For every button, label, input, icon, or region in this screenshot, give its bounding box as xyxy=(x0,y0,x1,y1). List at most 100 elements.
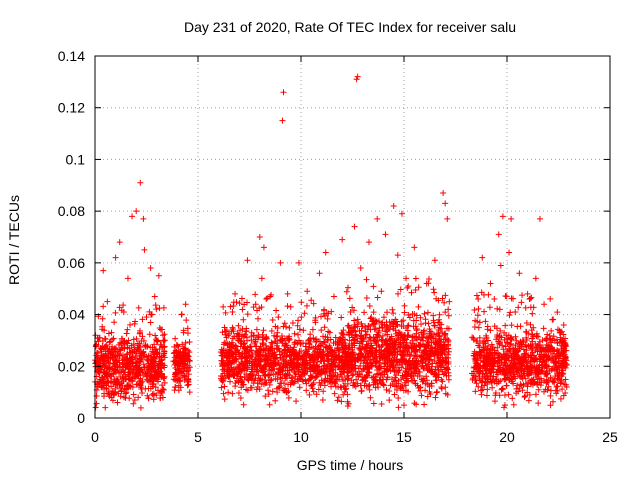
data-point xyxy=(287,352,294,359)
data-point xyxy=(140,337,147,344)
data-point xyxy=(149,344,156,351)
data-point xyxy=(506,312,513,319)
data-point xyxy=(239,381,246,388)
data-point xyxy=(446,298,453,305)
data-point xyxy=(268,339,275,346)
data-point xyxy=(257,367,264,374)
data-point xyxy=(273,307,280,314)
data-point xyxy=(320,338,327,345)
data-point xyxy=(320,333,327,340)
data-point xyxy=(475,296,482,303)
data-point xyxy=(100,303,107,310)
data-point xyxy=(242,362,249,369)
data-point xyxy=(102,404,109,411)
data-point xyxy=(142,342,149,349)
data-point xyxy=(156,358,163,365)
data-point xyxy=(220,303,227,310)
data-point xyxy=(291,330,298,337)
data-point xyxy=(243,328,250,335)
data-point xyxy=(105,356,112,363)
data-point xyxy=(367,394,374,401)
data-point xyxy=(275,314,282,321)
data-point xyxy=(105,359,112,366)
data-point xyxy=(496,306,503,313)
data-point xyxy=(475,324,482,331)
data-point xyxy=(442,292,449,299)
data-point xyxy=(184,382,191,389)
data-point xyxy=(304,288,311,295)
data-point xyxy=(252,291,259,298)
data-point xyxy=(131,375,138,382)
data-point xyxy=(318,352,325,359)
data-point xyxy=(286,367,293,374)
data-point xyxy=(103,342,110,349)
data-point xyxy=(155,378,162,385)
data-point xyxy=(124,326,131,333)
data-point xyxy=(170,376,177,383)
data-point xyxy=(252,350,259,357)
data-point xyxy=(248,353,255,360)
data-point xyxy=(109,336,116,343)
data-point xyxy=(283,361,290,368)
data-point xyxy=(137,179,144,186)
data-point xyxy=(126,345,133,352)
data-point xyxy=(424,309,431,316)
data-point xyxy=(418,321,425,328)
data-point xyxy=(226,373,233,380)
data-point xyxy=(442,200,449,207)
data-point xyxy=(185,371,192,378)
data-point xyxy=(378,380,385,387)
data-point xyxy=(423,377,430,384)
data-point xyxy=(149,373,156,380)
data-point xyxy=(292,339,299,346)
data-point xyxy=(560,321,567,328)
data-point xyxy=(144,392,151,399)
data-point xyxy=(237,338,244,345)
x-tick-label: 15 xyxy=(396,429,412,445)
data-point xyxy=(530,304,537,311)
data-point xyxy=(441,299,448,306)
data-point xyxy=(284,290,291,297)
data-point xyxy=(343,288,350,295)
data-point xyxy=(140,361,147,368)
data-point xyxy=(124,382,131,389)
data-point xyxy=(235,322,242,329)
data-point xyxy=(140,215,147,222)
data-point xyxy=(303,380,310,387)
data-point xyxy=(436,311,443,318)
chart-title: Day 231 of 2020, Rate Of TEC Index for r… xyxy=(184,19,516,35)
data-point xyxy=(440,190,447,197)
data-point xyxy=(272,397,279,404)
data-point xyxy=(445,312,452,319)
data-point xyxy=(483,392,490,399)
data-point xyxy=(487,327,494,334)
data-point xyxy=(560,392,567,399)
data-point xyxy=(370,283,377,290)
data-point xyxy=(562,389,569,396)
data-point xyxy=(139,350,146,357)
data-point xyxy=(548,327,555,334)
y-tick-label: 0 xyxy=(77,410,85,426)
y-tick-label: 0.04 xyxy=(58,307,85,323)
data-point xyxy=(322,312,329,319)
data-point xyxy=(238,337,245,344)
data-point xyxy=(110,335,117,342)
data-point xyxy=(313,335,320,342)
data-point xyxy=(341,388,348,395)
data-point xyxy=(338,398,345,405)
data-point xyxy=(136,330,143,337)
data-point xyxy=(296,326,303,333)
x-tick-label: 25 xyxy=(602,429,618,445)
data-point xyxy=(175,382,182,389)
data-point xyxy=(152,332,159,339)
data-point xyxy=(99,315,106,322)
data-point xyxy=(525,397,532,404)
data-point xyxy=(474,312,481,319)
data-point xyxy=(291,344,298,351)
data-point xyxy=(303,387,310,394)
data-point xyxy=(333,376,340,383)
data-point xyxy=(557,395,564,402)
data-point xyxy=(382,231,389,238)
data-point xyxy=(338,374,345,381)
data-point xyxy=(261,377,268,384)
